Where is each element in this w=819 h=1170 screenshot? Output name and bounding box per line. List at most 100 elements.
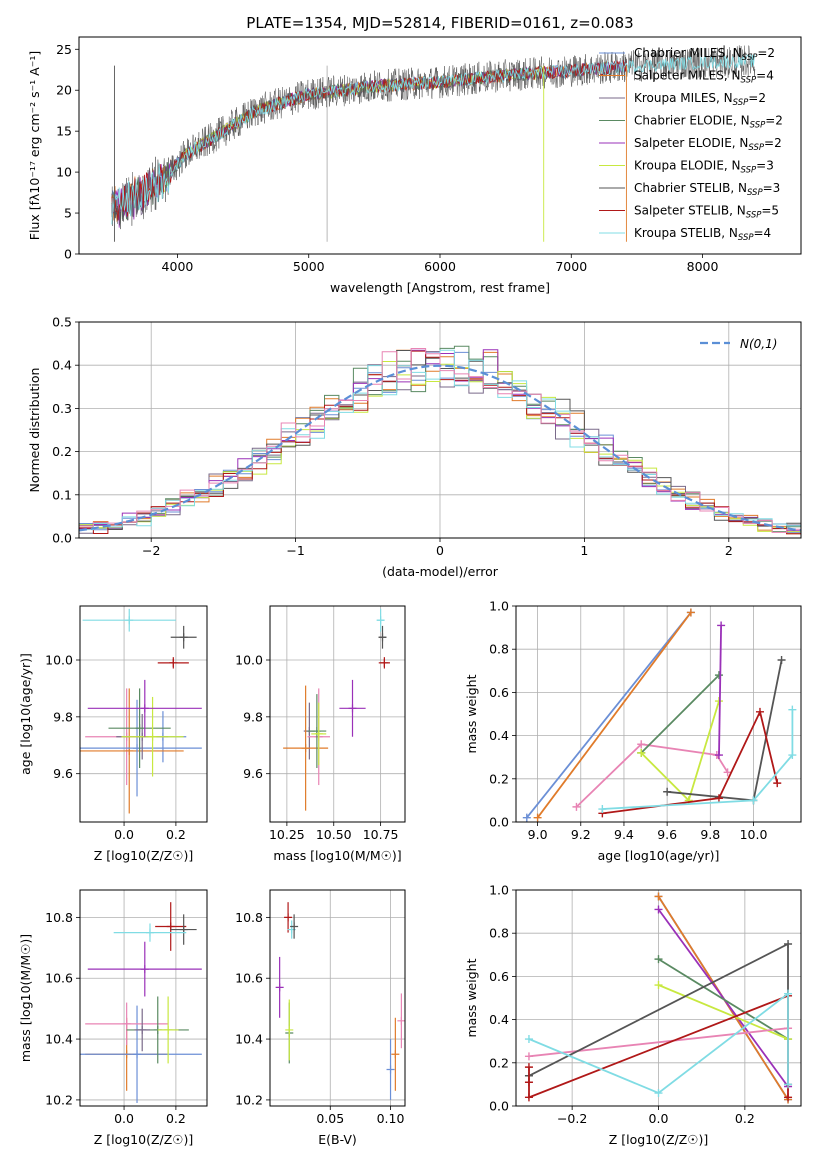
data-point — [524, 1063, 533, 1072]
plot-area — [80, 902, 202, 1103]
data-point — [637, 748, 646, 757]
chart-age_vs_mass: 10.25 10.50 10.75 9.6 9.8 10.0 mass [log10(M/M… — [235, 605, 406, 863]
data-point — [386, 1065, 395, 1074]
x-tick-label: 9.0 — [528, 827, 548, 842]
y-tick-label: 10.8 — [235, 910, 263, 925]
data-point — [524, 1093, 533, 1102]
series-line — [526, 611, 692, 819]
data-point — [717, 621, 726, 630]
data-point — [391, 1050, 400, 1059]
series-line — [528, 1027, 789, 1058]
data-point — [663, 787, 672, 796]
axes-frame — [78, 36, 802, 255]
data-point — [169, 658, 178, 667]
chart-mw_vs_Z: −0.2 0.0 0.2 0.0 0.2 0.4 0.6 0.8 1.0 Z [log10(Z/Z… — [464, 883, 802, 1147]
plot-area — [79, 345, 801, 535]
y-tick-label: 0.8 — [489, 642, 509, 657]
y-axis-label: Flux [fλ10⁻¹⁷ erg cm⁻² s⁻¹ A⁻¹] — [27, 51, 42, 240]
data-point — [784, 1080, 793, 1089]
series-line — [602, 709, 794, 810]
y-tick-label: 0.6 — [489, 685, 509, 700]
chart-residuals: −2 −1 0 1 2 0.0 0.1 0.2 0.3 0.4 0.5 (data-model)/er… — [27, 315, 802, 579]
x-tick-label: 0.10 — [377, 1111, 405, 1126]
data-point — [654, 955, 663, 964]
data-point — [166, 922, 175, 931]
data-point — [637, 740, 646, 749]
data-point — [140, 965, 149, 974]
data-point — [140, 704, 149, 713]
series-line — [536, 611, 692, 819]
x-tick-label: 8000 — [687, 259, 719, 274]
data-point — [125, 616, 134, 625]
y-tick-label: 10.8 — [45, 910, 73, 925]
y-axis-label: mass weight — [464, 674, 479, 753]
y-tick-label: 9.6 — [243, 766, 263, 781]
data-point — [145, 928, 154, 937]
data-point — [397, 1016, 405, 1025]
legend-label: Kroupa ELODIE, NSSP=3 — [634, 159, 774, 176]
x-tick-label: −0.2 — [557, 1111, 587, 1126]
data-point — [164, 1025, 173, 1034]
y-tick-label: 5 — [64, 206, 72, 221]
y-tick-label: 1.0 — [489, 883, 509, 898]
x-tick-label: 9.4 — [614, 827, 634, 842]
y-tick-label: 0.2 — [52, 444, 72, 459]
data-point — [138, 1025, 147, 1034]
data-point — [755, 707, 764, 716]
axes-frame — [269, 889, 406, 1107]
data-point — [714, 751, 723, 760]
data-point — [784, 940, 793, 948]
y-tick-label: 10.6 — [235, 971, 263, 986]
plot-area — [275, 902, 405, 1100]
legend-label: Salpeter STELIB, NSSP=5 — [634, 204, 779, 221]
y-tick-label: 10.0 — [235, 653, 263, 668]
data-point — [179, 633, 188, 642]
x-axis-label: (data-model)/error — [382, 564, 499, 579]
data-point — [290, 922, 299, 931]
legend-label: Kroupa MILES, NSSP=2 — [634, 91, 766, 108]
x-axis-label: age [log10(age/yr)] — [598, 848, 720, 863]
legend-label: Chabrier STELIB, NSSP=3 — [634, 181, 780, 198]
x-tick-label: 0.2 — [166, 827, 186, 842]
x-tick-label: 6000 — [424, 259, 456, 274]
x-tick-label: −2 — [142, 543, 160, 558]
series-line — [718, 625, 722, 756]
figure-title: PLATE=1354, MJD=52814, FIBERID=0161, z=0… — [246, 14, 633, 32]
y-tick-label: 0.2 — [489, 771, 509, 786]
data-point — [749, 796, 758, 805]
data-point — [301, 744, 310, 753]
y-tick-label: 0.4 — [52, 358, 72, 373]
plot-area — [524, 892, 793, 1104]
series-line — [640, 700, 720, 803]
y-tick-label: 10 — [56, 165, 72, 180]
data-point — [285, 1025, 294, 1034]
axes-frame — [515, 605, 802, 823]
axes-frame — [79, 605, 208, 823]
data-point — [275, 983, 284, 992]
x-tick-label: 10.25 — [269, 827, 305, 842]
data-point — [784, 1093, 793, 1102]
x-tick-label: 9.6 — [657, 827, 677, 842]
y-tick-label: 0.2 — [489, 1055, 509, 1070]
data-point — [654, 981, 663, 990]
x-axis-label: wavelength [Angstrom, rest frame] — [330, 280, 550, 295]
data-point — [714, 794, 723, 803]
data-point — [684, 796, 693, 805]
legend-label: N(0,1) — [740, 337, 777, 351]
y-axis-label: age [log10(age/yr)] — [18, 653, 33, 775]
data-point — [533, 813, 542, 822]
x-axis-label: Z [log10(Z/Z☉)] — [94, 848, 194, 863]
series-line — [575, 743, 729, 808]
plot-area — [111, 44, 756, 242]
y-tick-label: 10.0 — [45, 653, 73, 668]
data-point — [284, 913, 293, 922]
y-tick-label: 10.4 — [235, 1032, 263, 1047]
series-line — [640, 674, 720, 754]
x-tick-label: 7000 — [555, 259, 587, 274]
y-tick-label: 0.8 — [489, 926, 509, 941]
y-tick-label: 20 — [56, 83, 72, 98]
data-point — [686, 608, 695, 617]
legend-label: Chabrier MILES, NSSP=2 — [634, 46, 775, 63]
data-point — [773, 779, 782, 788]
